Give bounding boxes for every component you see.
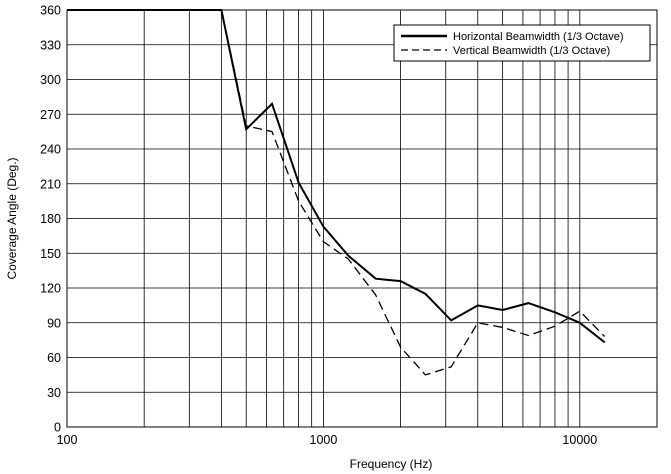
x-tick-label: 1000 [310, 433, 338, 447]
legend-label-vertical: Vertical Beamwidth (1/3 Octave) [453, 45, 610, 57]
x-axis-title: Frequency (Hz) [350, 457, 433, 471]
series-layer [67, 9, 606, 376]
tick-labels: 0 30 60 90 120 150 180 210 240 270 300 330 360 100 100… [40, 4, 597, 448]
legend: Horizontal Beamwidth (1/3 Octave) Vertic… [393, 24, 651, 62]
series-line-horizontal [67, 9, 606, 344]
y-tick-label: 270 [40, 108, 61, 122]
y-tick-label: 0 [54, 421, 61, 435]
grid [67, 10, 657, 427]
y-tick-label: 180 [40, 212, 61, 226]
y-tick-label: 150 [40, 247, 61, 261]
y-tick-label: 330 [40, 38, 61, 52]
y-tick-label: 240 [40, 143, 61, 157]
y-tick-label: 360 [40, 4, 61, 18]
legend-label-horizontal: Horizontal Beamwidth (1/3 Octave) [453, 31, 624, 43]
x-tick-label: 10000 [562, 433, 597, 447]
y-tick-label: 30 [47, 386, 61, 400]
y-tick-label: 60 [47, 351, 61, 365]
legend-box [393, 24, 651, 62]
y-tick-label: 90 [47, 316, 61, 330]
plot-frame [66, 9, 658, 428]
series-line-vertical [67, 9, 606, 376]
y-axis-title: Coverage Angle (Deg.) [5, 157, 19, 279]
x-tick-label: 100 [57, 433, 78, 447]
y-tick-label: 120 [40, 282, 61, 296]
y-tick-label: 300 [40, 73, 61, 87]
y-tick-label: 210 [40, 177, 61, 191]
